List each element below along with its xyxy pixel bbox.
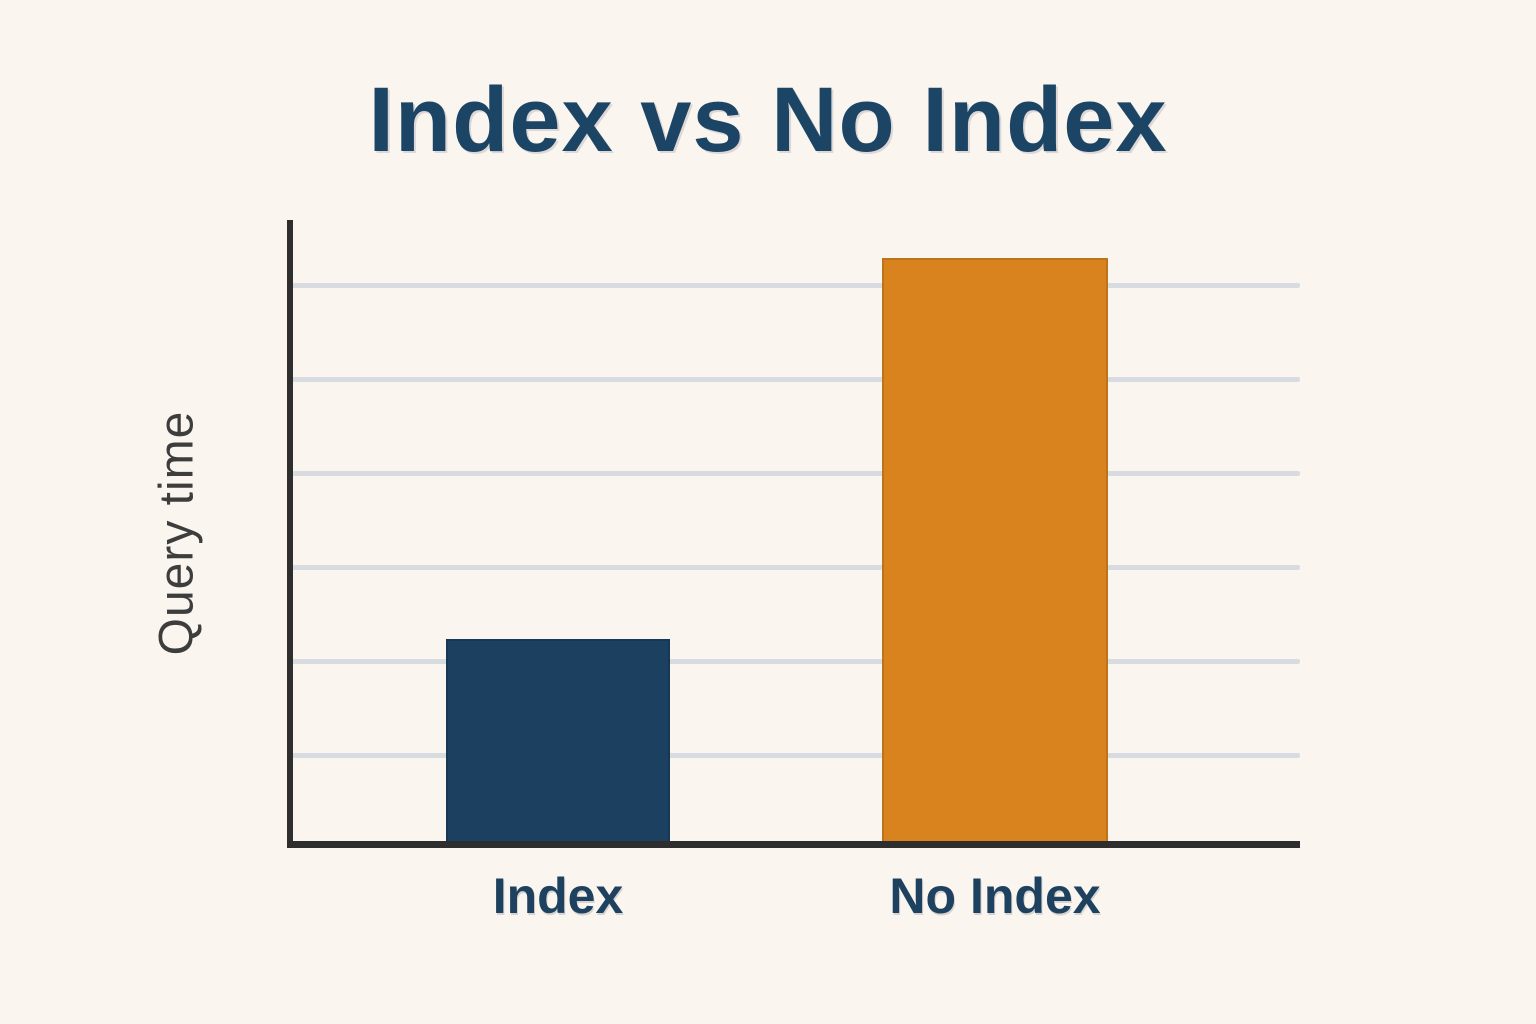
bar-index [446, 638, 670, 845]
gridline [291, 659, 1300, 664]
gridlines [287, 220, 1300, 845]
x-tick-label-index: Index [492, 868, 624, 924]
x-axis-line [287, 841, 1300, 848]
x-tick-label-no-index: No Index [889, 868, 1101, 924]
gridline [291, 565, 1300, 570]
chart-title: Index vs No Index [368, 69, 1168, 171]
gridline [291, 283, 1300, 288]
plot-area: Query time Index No Index [151, 220, 1300, 924]
y-axis-label: Query time [150, 410, 204, 655]
y-axis-line [287, 220, 293, 845]
gridline [291, 471, 1300, 476]
gridline [291, 753, 1300, 758]
gridline [291, 377, 1300, 382]
bar-no-index [882, 257, 1108, 845]
